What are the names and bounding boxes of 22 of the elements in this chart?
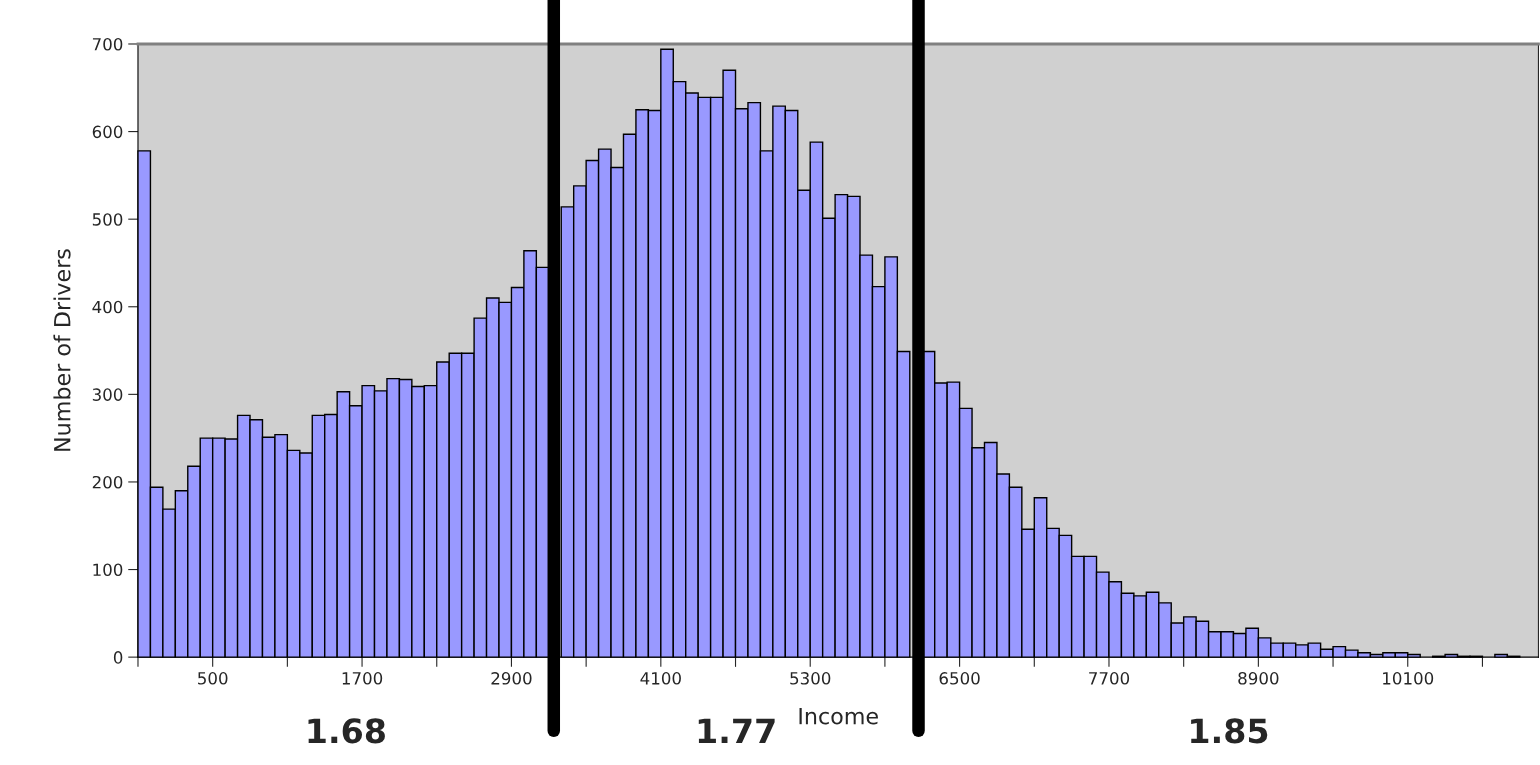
x-tick-label: 4100: [640, 672, 681, 685]
y-tick-label: 600: [92, 125, 123, 139]
x-tick-label: 7700: [1089, 672, 1130, 685]
x-axis-title: Income: [799, 707, 878, 725]
y-tick-label: 300: [92, 388, 123, 401]
y-tick-label: 100: [93, 563, 123, 577]
x-tick-label: 1700: [342, 672, 383, 685]
y-axis-title: Number of Drivers: [53, 249, 71, 451]
x-tick-label: 2900: [491, 672, 532, 685]
y-tick-label: 200: [92, 475, 123, 489]
x-tick-label: 500: [198, 672, 228, 685]
y-tick-label: 0: [113, 651, 123, 664]
text: 1.85: [1191, 718, 1268, 744]
text: 1.77: [698, 718, 775, 743]
y-tick-label: 500: [92, 213, 123, 226]
y-tick-label: 400: [92, 300, 123, 314]
x-tick-label: 8900: [1238, 672, 1279, 685]
x-tick-label: 6500: [939, 672, 980, 685]
x-tick-label: 10100: [1383, 672, 1434, 685]
y-tick-label: 700: [92, 37, 123, 51]
text: 1.68: [308, 718, 385, 744]
x-tick-label: 5300: [790, 672, 831, 685]
